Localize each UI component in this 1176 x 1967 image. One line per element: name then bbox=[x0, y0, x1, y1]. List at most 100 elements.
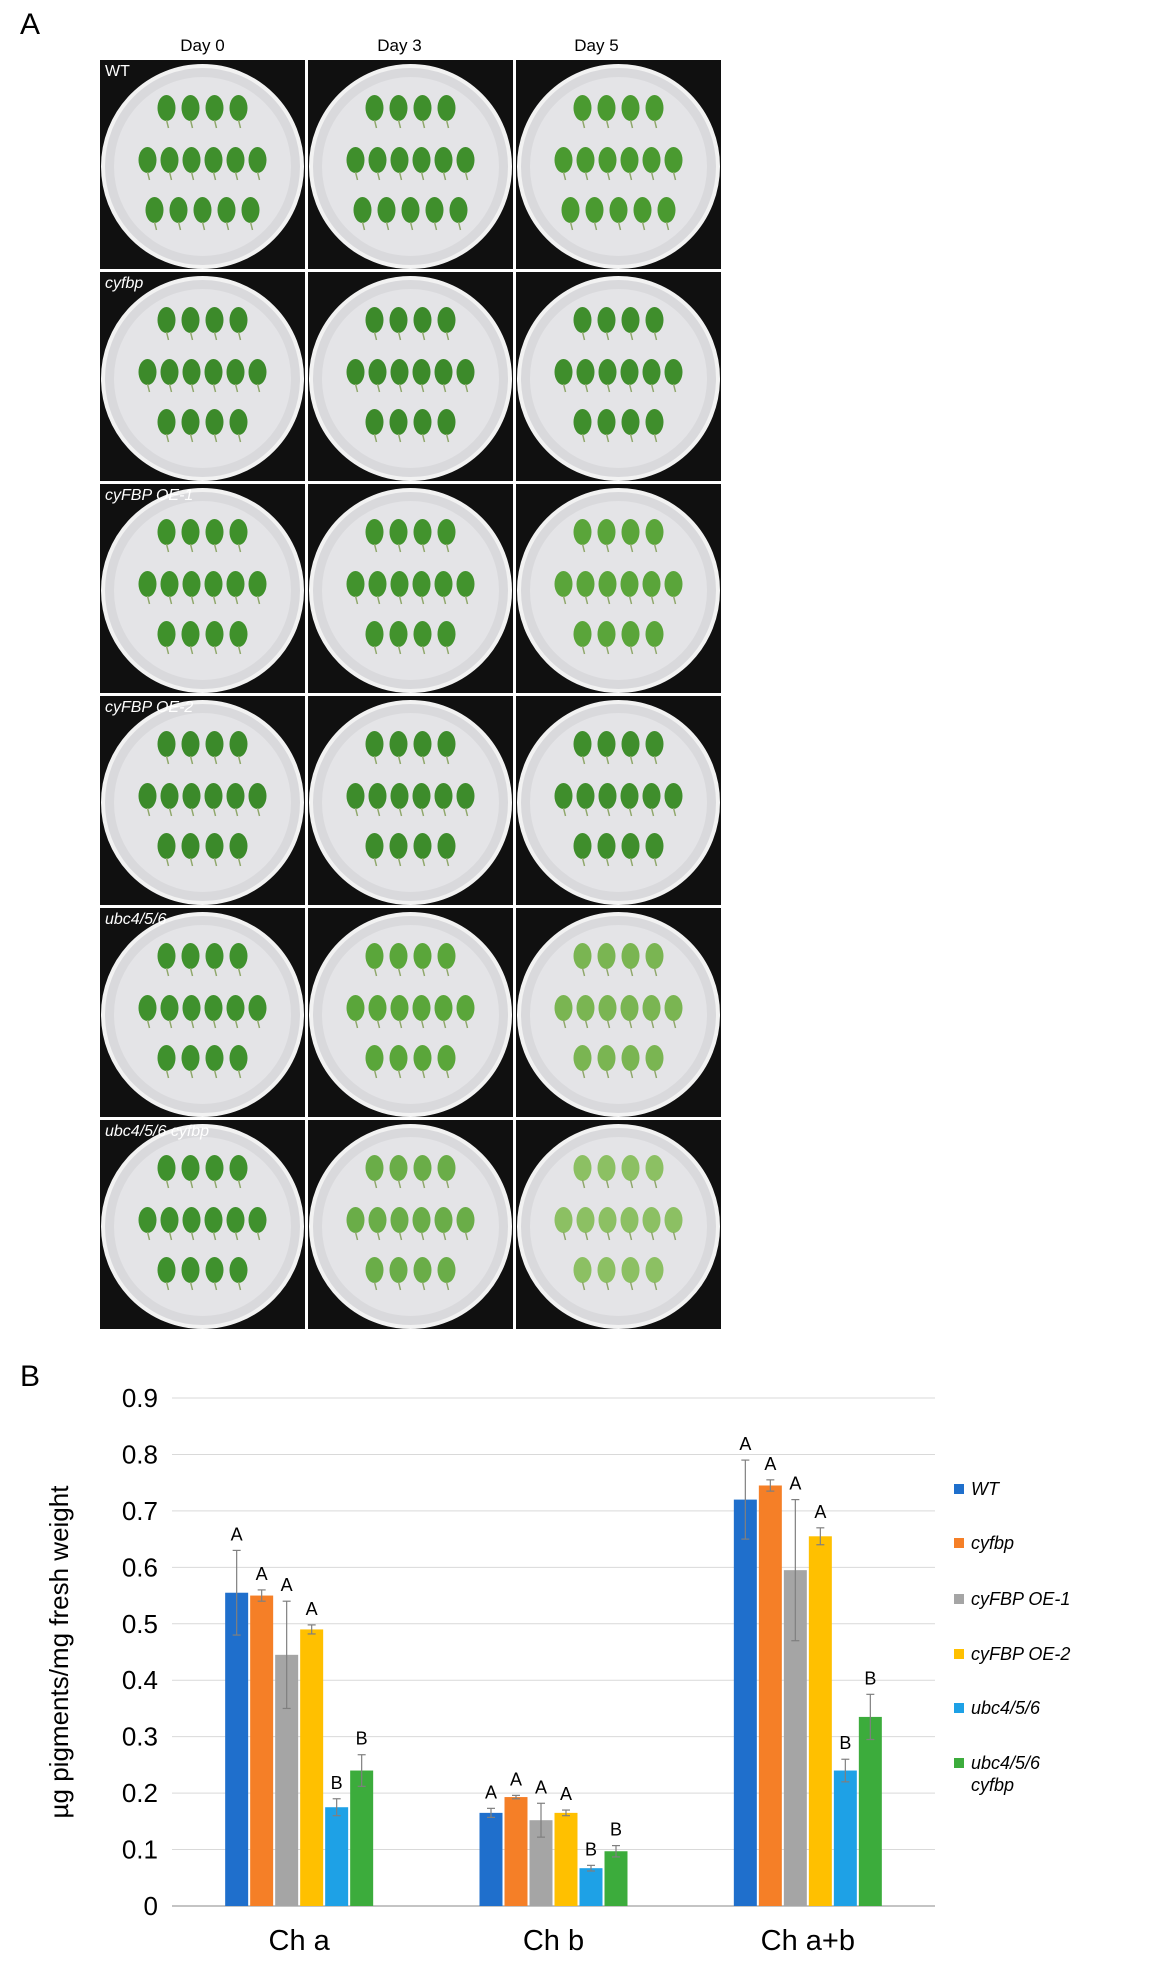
leaf-disc bbox=[346, 1207, 365, 1233]
plate-photo bbox=[516, 1120, 721, 1329]
plate-photo bbox=[516, 908, 721, 1117]
plate-photo bbox=[308, 908, 513, 1117]
leaf-disc bbox=[205, 409, 224, 435]
y-tick-label: 0.3 bbox=[122, 1722, 158, 1752]
leaf-disc bbox=[554, 571, 573, 597]
legend-label: ubc4/5/6 bbox=[971, 1753, 1041, 1773]
leaf-disc bbox=[621, 943, 640, 969]
leaf-disc bbox=[205, 307, 224, 333]
leaf-disc bbox=[138, 571, 157, 597]
leaf-disc bbox=[204, 1207, 223, 1233]
leaf-disc bbox=[620, 147, 639, 173]
leaf-disc bbox=[620, 571, 639, 597]
leaf-disc bbox=[181, 1257, 200, 1283]
leaf-disc bbox=[182, 995, 201, 1021]
leaf-disc bbox=[642, 147, 661, 173]
leaf-disc bbox=[401, 197, 420, 223]
leaf-disc bbox=[434, 359, 453, 385]
leaf-disc bbox=[205, 1257, 224, 1283]
leaf-disc bbox=[226, 1207, 245, 1233]
leaf-disc bbox=[138, 359, 157, 385]
leaf-disc bbox=[365, 943, 384, 969]
leaf-disc bbox=[437, 1155, 456, 1181]
leaf-disc bbox=[573, 1155, 592, 1181]
leaf-disc bbox=[169, 197, 188, 223]
leaf-disc bbox=[645, 731, 664, 757]
leaf-disc bbox=[434, 571, 453, 597]
leaf-disc bbox=[620, 359, 639, 385]
plate-photo: ubc4/5/6 bbox=[100, 908, 305, 1117]
leaf-disc bbox=[205, 95, 224, 121]
significance-letter: B bbox=[356, 1729, 368, 1749]
leaf-disc bbox=[229, 1155, 248, 1181]
leaf-disc bbox=[437, 1257, 456, 1283]
leaf-disc bbox=[434, 995, 453, 1021]
leaf-disc bbox=[181, 621, 200, 647]
leaf-disc bbox=[365, 307, 384, 333]
panel-b-label: B bbox=[20, 1360, 41, 1393]
leaf-disc bbox=[248, 147, 267, 173]
leaf-disc bbox=[413, 1045, 432, 1071]
leaf-disc bbox=[217, 197, 236, 223]
leaf-disc bbox=[229, 943, 248, 969]
leaf-disc bbox=[157, 621, 176, 647]
leaf-disc bbox=[229, 731, 248, 757]
leaf-disc bbox=[160, 995, 179, 1021]
leaf-disc bbox=[621, 1045, 640, 1071]
leaf-disc bbox=[368, 359, 387, 385]
leaf-disc bbox=[412, 783, 431, 809]
bar bbox=[554, 1812, 578, 1906]
leaf-disc bbox=[157, 519, 176, 545]
leaf-disc bbox=[598, 995, 617, 1021]
leaf-disc bbox=[204, 359, 223, 385]
leaf-disc bbox=[157, 409, 176, 435]
leaf-disc bbox=[226, 359, 245, 385]
leaf-disc bbox=[434, 147, 453, 173]
leaf-disc bbox=[182, 783, 201, 809]
leaf-disc bbox=[157, 95, 176, 121]
significance-letter: B bbox=[585, 1839, 597, 1859]
leaf-disc bbox=[160, 1207, 179, 1233]
leaf-disc bbox=[346, 783, 365, 809]
leaf-disc bbox=[573, 943, 592, 969]
plate-photo: cyFBP OE-2 bbox=[100, 696, 305, 905]
leaf-disc bbox=[554, 359, 573, 385]
genotype-label: ubc4/5/6 bbox=[105, 911, 167, 928]
leaf-disc bbox=[597, 409, 616, 435]
leaf-disc bbox=[181, 95, 200, 121]
leaf-disc bbox=[664, 147, 683, 173]
leaf-disc bbox=[437, 1045, 456, 1071]
leaf-disc bbox=[413, 307, 432, 333]
leaf-disc bbox=[390, 783, 409, 809]
y-tick-label: 0.6 bbox=[122, 1552, 158, 1582]
leaf-disc bbox=[437, 943, 456, 969]
leaf-disc bbox=[229, 95, 248, 121]
leaf-disc bbox=[181, 307, 200, 333]
leaf-disc bbox=[229, 1045, 248, 1071]
leaf-disc bbox=[598, 1207, 617, 1233]
leaf-disc bbox=[598, 571, 617, 597]
legend-label: cyfbp bbox=[971, 1533, 1014, 1553]
legend-swatch bbox=[954, 1649, 964, 1659]
leaf-disc bbox=[576, 995, 595, 1021]
leaf-disc bbox=[389, 833, 408, 859]
leaf-disc bbox=[597, 833, 616, 859]
leaf-disc bbox=[573, 519, 592, 545]
leaf-disc bbox=[389, 621, 408, 647]
leaf-disc bbox=[437, 95, 456, 121]
leaf-disc bbox=[138, 995, 157, 1021]
leaf-disc bbox=[437, 833, 456, 859]
leaf-disc bbox=[598, 359, 617, 385]
plate-photo: ubc4/5/6 cyfbp bbox=[100, 1120, 305, 1329]
bar bbox=[758, 1485, 782, 1906]
leaf-disc bbox=[645, 943, 664, 969]
leaf-disc bbox=[413, 943, 432, 969]
significance-letter: B bbox=[610, 1820, 622, 1840]
significance-letter: A bbox=[281, 1575, 293, 1595]
leaf-disc bbox=[368, 147, 387, 173]
panel-a-label: A bbox=[20, 8, 41, 41]
leaf-disc bbox=[160, 147, 179, 173]
leaf-disc bbox=[413, 1257, 432, 1283]
leaf-disc bbox=[181, 409, 200, 435]
plate-photo bbox=[516, 272, 721, 481]
